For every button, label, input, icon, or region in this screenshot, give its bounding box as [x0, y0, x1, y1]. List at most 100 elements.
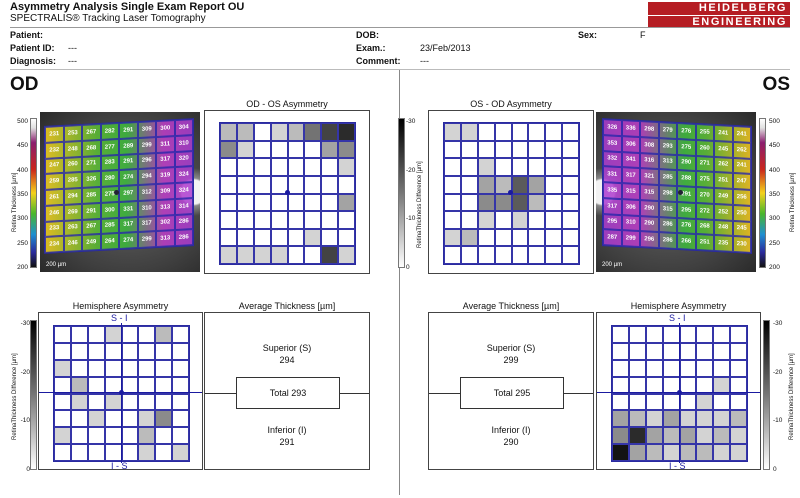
- od-asymmetry-cell: [253, 175, 271, 194]
- os-asymmetry-cell: [460, 228, 478, 247]
- os-thickness-cell: 288: [677, 170, 696, 187]
- os-asymmetry-cell: [528, 193, 546, 212]
- od-asymmetry-cell: [304, 140, 322, 159]
- od-hemisphere-cell: [121, 359, 139, 377]
- od-asymmetry-cell: [338, 246, 355, 264]
- od-asymmetry-cell: [270, 193, 288, 212]
- os-asymmetry-cell: [511, 228, 529, 247]
- od-asymmetry-cell: [220, 211, 237, 229]
- od-asymmetry-cell: [270, 123, 288, 141]
- scale-tick-label: -30: [20, 320, 30, 327]
- os-hemisphere-cell: [730, 326, 747, 343]
- os-hemisphere-cell: [628, 393, 646, 411]
- sex-field: Sex: F: [578, 30, 646, 41]
- os-asymmetry-cell: [511, 193, 529, 212]
- os-thickness-cell: 276: [677, 123, 696, 140]
- os-thickness-cell: 276: [677, 217, 696, 235]
- od-asymmetry-cell: [287, 246, 305, 264]
- od-asymmetry-cell: [253, 211, 271, 229]
- od-asymmetry-cell: [321, 211, 339, 229]
- os-thickness-cell: 326: [603, 119, 622, 136]
- od-hemisphere-cell: [172, 444, 189, 461]
- exam-field: Exam.: 23/Feb/2013: [356, 43, 471, 54]
- od-inferior-value: 291: [279, 437, 295, 447]
- od-hemisphere-cell: [70, 393, 88, 411]
- os-hemisphere-cell: [662, 410, 680, 428]
- os-hemisphere-cell: [679, 326, 697, 343]
- od-thickness-cell: 231: [45, 125, 64, 143]
- os-thickness-cell: 341: [621, 151, 640, 169]
- os-hemisphere-cell: [612, 444, 629, 461]
- os-asymmetry-cell: [528, 175, 546, 194]
- os-asymmetry-grid: [443, 122, 580, 265]
- os-asymmetry-cell: [528, 123, 546, 141]
- od-thickness-cell: 312: [137, 184, 156, 201]
- od-asymmetry-cell: [287, 123, 305, 141]
- diagnosis-value: ---: [68, 56, 77, 66]
- od-asymmetry-cell: [253, 193, 271, 212]
- os-hemisphere-cell: [679, 393, 697, 411]
- od-thickness-cell: 299: [137, 136, 156, 154]
- os-hemisphere-cell: [696, 376, 714, 394]
- patient-id-value: ---: [68, 43, 77, 53]
- od-hemisphere-cell: [70, 359, 88, 377]
- os-thickness-cell: 262: [714, 156, 733, 174]
- os-hemi-axis-label: RetinaThickness Difference [µm]: [789, 353, 795, 440]
- od-average-panel: Average Thickness [µm] Superior (S) 294 …: [204, 301, 370, 470]
- os-thickness-cell: 298: [640, 121, 659, 138]
- os-hemisphere-cell: [713, 359, 731, 377]
- os-thickness-cell: 241: [732, 125, 751, 143]
- od-thickness-cell: 302: [156, 214, 175, 232]
- scale-tick-label: 250: [17, 239, 28, 247]
- od-asymmetry-cell: [253, 158, 271, 176]
- od-thickness-cell: 274: [119, 169, 138, 186]
- os-hemisphere-cell: [612, 326, 629, 343]
- od-asymmetry-cell: [287, 158, 305, 176]
- os-inferior-label: Inferior (I): [491, 425, 531, 435]
- os-asymmetry-cell: [460, 158, 478, 176]
- os-hemisphere-cell: [730, 342, 747, 360]
- od-asymmetry-cell: [220, 175, 237, 194]
- comment-label: Comment:: [356, 56, 401, 66]
- od-asymmetry-cell: [304, 228, 322, 247]
- os-hemisphere-grid: [611, 325, 748, 462]
- od-hemisphere-cell: [172, 410, 189, 428]
- od-hemisphere-cell: [121, 342, 139, 360]
- os-thickness-cell: 255: [695, 123, 714, 141]
- od-hemisphere-cell: [155, 427, 173, 445]
- os-asymmetry-cell: [444, 175, 461, 194]
- os-asymmetry-cell: [494, 140, 512, 159]
- os-thickness-cell: 317: [603, 197, 622, 215]
- exam-label: Exam.:: [356, 43, 386, 53]
- os-hemisphere-cell: [679, 427, 697, 445]
- os-thickness-cell: 295: [603, 213, 622, 231]
- od-asymmetry-cell: [270, 246, 288, 264]
- od-asymmetry-cell: [287, 175, 305, 194]
- od-asymmetry-cell: [270, 211, 288, 229]
- os-hemisphere-cell: [645, 342, 663, 360]
- os-asymmetry-cell: [511, 175, 529, 194]
- od-hemisphere-cell: [70, 410, 88, 428]
- os-asymmetry-cell: [528, 211, 546, 229]
- os-asymmetry-cell: [494, 228, 512, 247]
- od-asymmetry-cell: [304, 193, 322, 212]
- os-hemisphere-cell: [713, 326, 731, 343]
- od-scale-note: 200 µm: [46, 262, 67, 268]
- od-si-top-label: S - I: [111, 313, 128, 323]
- od-hemisphere-cell: [104, 342, 122, 360]
- od-hemisphere-cell: [172, 427, 189, 445]
- os-asymmetry-cell: [494, 193, 512, 212]
- os-hemisphere-cell: [713, 427, 731, 445]
- od-thickness-cell: 319: [156, 167, 175, 185]
- os-fovea-marker: [678, 190, 683, 195]
- od-thickness-cell: 289: [119, 137, 138, 155]
- od-thickness-cell: 277: [100, 138, 119, 156]
- os-thickness-cell: 306: [621, 198, 640, 216]
- os-asymmetry-cell: [460, 211, 478, 229]
- os-asymmetry-cell: [477, 123, 495, 141]
- os-asymmetry-cell: [545, 211, 563, 229]
- od-asymmetry-cell: [338, 175, 355, 194]
- od-hemisphere-cell: [87, 342, 105, 360]
- scale-tick-label: -30: [406, 118, 416, 125]
- os-thickness-cell: 268: [695, 218, 714, 236]
